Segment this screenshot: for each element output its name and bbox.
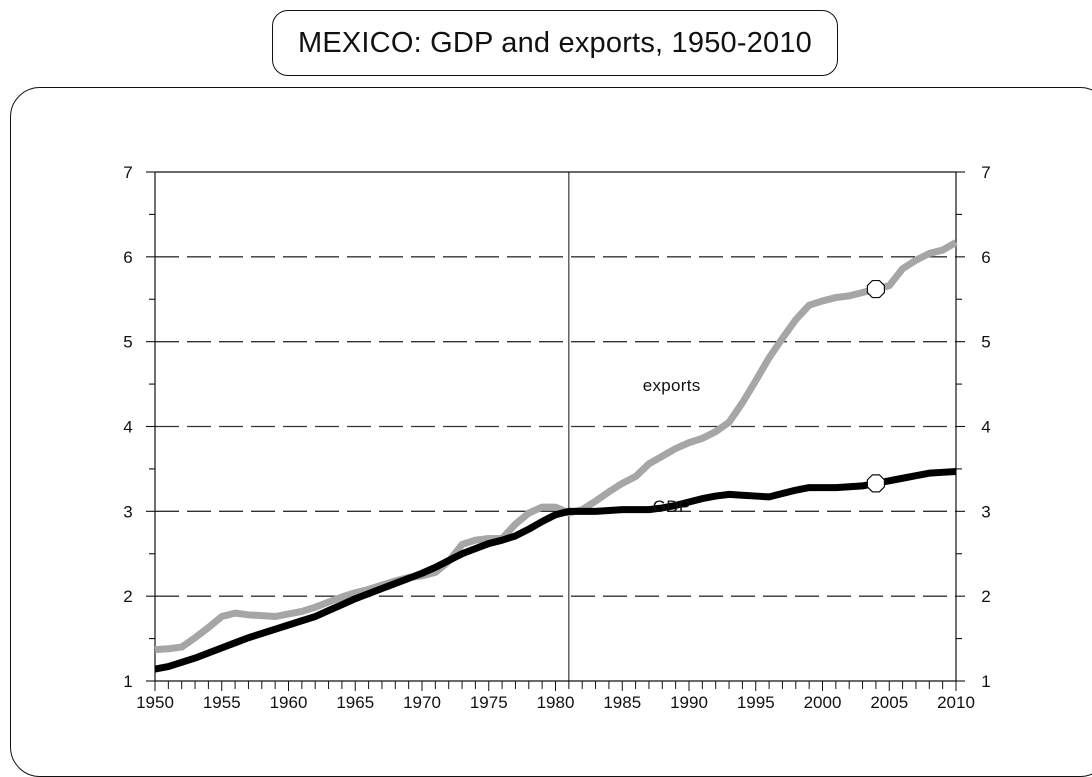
y-tick-label-left: 1 bbox=[123, 672, 132, 691]
series-marker-exports bbox=[866, 279, 886, 299]
x-tick-label: 1990 bbox=[670, 693, 708, 712]
y-tick-label-left: 4 bbox=[123, 418, 132, 437]
x-tick-label: 2010 bbox=[937, 693, 975, 712]
series-lines bbox=[154, 239, 958, 673]
x-tick-label: 2000 bbox=[804, 693, 842, 712]
y-tick-label-left: 2 bbox=[123, 587, 132, 606]
y-tick-label-right: 4 bbox=[981, 418, 990, 437]
x-tick-label: 1975 bbox=[470, 693, 508, 712]
y-tick-label-right: 2 bbox=[981, 587, 990, 606]
y-tick-label-left: 6 bbox=[123, 248, 132, 267]
y-tick-label-left: 7 bbox=[123, 163, 132, 182]
y-tick-label-right: 3 bbox=[981, 502, 990, 521]
chart-title: MEXICO: GDP and exports, 1950-2010 bbox=[272, 10, 838, 76]
x-tick-label: 1970 bbox=[403, 693, 441, 712]
series-markers bbox=[866, 279, 886, 493]
x-tick-label: 2005 bbox=[870, 693, 908, 712]
y-tick-label-right: 7 bbox=[981, 163, 990, 182]
y-tick-label-right: 6 bbox=[981, 248, 990, 267]
series-line-gdp bbox=[154, 467, 957, 673]
x-tick-label: 1955 bbox=[203, 693, 241, 712]
x-tick-label: 1950 bbox=[136, 693, 174, 712]
axes: 1 1 2 2 3 3 4 4 5 5 6 6 7 7 1950 1955 1960 1965 1970 1975 19… bbox=[123, 163, 990, 712]
x-tick-label: 1960 bbox=[270, 693, 308, 712]
y-tick-label-right: 5 bbox=[981, 333, 990, 352]
series-label-exports: exports bbox=[643, 376, 701, 395]
series-label-gdp: GDP bbox=[653, 497, 691, 516]
x-tick-label: 1995 bbox=[737, 693, 775, 712]
y-tick-label-left: 5 bbox=[123, 333, 132, 352]
x-tick-label: 1980 bbox=[537, 693, 575, 712]
x-tick-label: 1985 bbox=[603, 693, 641, 712]
series-marker-gdp bbox=[866, 474, 886, 493]
y-tick-label-right: 1 bbox=[981, 672, 990, 691]
grid-lines bbox=[155, 256, 956, 597]
y-tick-label-left: 3 bbox=[123, 502, 132, 521]
series-labels: exports GDP bbox=[643, 376, 701, 516]
x-tick-label: 1965 bbox=[336, 693, 374, 712]
series-line-exports bbox=[154, 239, 958, 654]
